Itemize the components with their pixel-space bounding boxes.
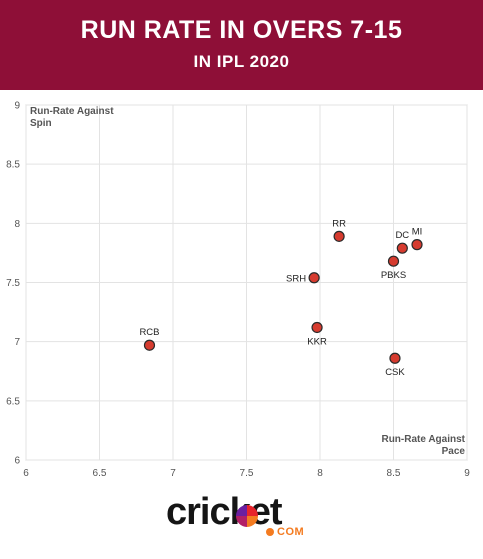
logo-wordmark: cricket <box>166 491 283 533</box>
data-point-pbks <box>387 255 400 267</box>
point-label-srh: SRH <box>286 273 306 284</box>
chart-subtitle: IN IPL 2020 <box>193 52 290 71</box>
y-tick-label: 6 <box>14 456 20 467</box>
data-point-csk <box>389 352 401 364</box>
cricket-com-logo: cricket COM <box>166 492 326 544</box>
x-tick-label: 8.5 <box>387 468 401 479</box>
point-label-mi: MI <box>412 227 423 238</box>
y-tick-label: 8 <box>14 219 20 230</box>
x-tick-label: 6.5 <box>93 468 107 479</box>
point-label-kkr: KKR <box>307 336 327 347</box>
data-point-mi <box>411 239 423 251</box>
point-label-csk: CSK <box>385 367 405 378</box>
x-tick-label: 6 <box>23 468 29 479</box>
logo-suffix: COM <box>277 526 305 538</box>
x-axis-title: Run-Rate Against Pace <box>381 434 465 457</box>
data-point-rcb <box>143 339 156 351</box>
data-point-srh <box>308 272 320 284</box>
scatter-chart: 6 6.5 7 7.5 8 8.5 9 6 6.5 7 7.5 8 8.5 9 Run-Rate Again… <box>6 101 470 480</box>
point-label-dc: DC <box>395 230 409 241</box>
logo-dot <box>266 528 274 536</box>
data-point-kkr <box>311 321 323 334</box>
x-tick-label: 9 <box>464 468 470 479</box>
y-tick-label: 9 <box>14 101 20 112</box>
data-point-dc <box>396 242 408 254</box>
x-tick-label: 7 <box>170 468 176 479</box>
point-label-rcb: RCB <box>139 327 159 338</box>
y-tick-label: 8.5 <box>6 160 20 171</box>
y-axis-title: Run-Rate Against Spin <box>30 106 114 129</box>
y-tick-label: 6.5 <box>6 396 20 407</box>
cricket-ball-icon <box>236 505 258 527</box>
point-label-rr: RR <box>332 218 346 229</box>
header-banner: RUN RATE IN OVERS 7-15 IN IPL 2020 <box>0 0 483 90</box>
chart-title: RUN RATE IN OVERS 7-15 <box>80 16 403 44</box>
point-label-pbks: PBKS <box>381 270 406 281</box>
x-tick-label: 8 <box>317 468 323 479</box>
y-tick-label: 7 <box>14 337 20 348</box>
x-tick-label: 7.5 <box>240 468 254 479</box>
y-tick-label: 7.5 <box>6 278 20 289</box>
data-point-rr <box>333 230 345 242</box>
